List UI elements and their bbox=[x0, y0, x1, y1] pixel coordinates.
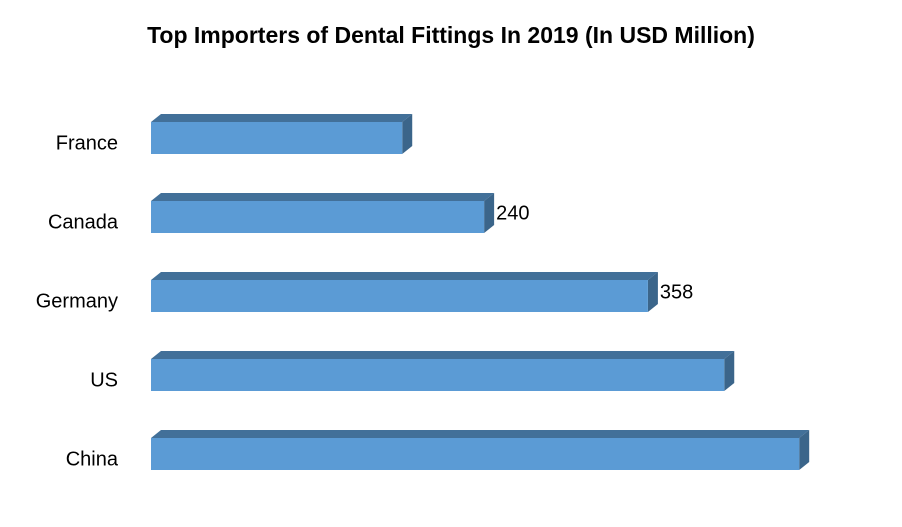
bar bbox=[151, 280, 648, 312]
value-label: 240 bbox=[496, 202, 529, 224]
bar-top bbox=[151, 272, 658, 280]
bar bbox=[151, 359, 725, 391]
category-label: France bbox=[56, 132, 118, 154]
bar bbox=[151, 122, 403, 154]
bar-top bbox=[151, 430, 810, 438]
bar-top bbox=[151, 193, 495, 201]
bar-side bbox=[402, 114, 413, 154]
bar-top bbox=[151, 114, 413, 122]
bar bbox=[151, 438, 800, 470]
category-label: US bbox=[90, 369, 118, 391]
category-label: Germany bbox=[36, 290, 118, 312]
category-label: Canada bbox=[48, 211, 119, 233]
bar-side bbox=[647, 272, 658, 312]
bar-side bbox=[799, 430, 810, 470]
bar-top bbox=[151, 351, 735, 359]
category-label: China bbox=[66, 448, 119, 470]
bar bbox=[151, 201, 485, 233]
bar-side bbox=[724, 351, 735, 391]
value-label: 358 bbox=[660, 281, 693, 303]
bar-side bbox=[484, 193, 495, 233]
chart-title: Top Importers of Dental Fittings In 2019… bbox=[147, 22, 755, 48]
